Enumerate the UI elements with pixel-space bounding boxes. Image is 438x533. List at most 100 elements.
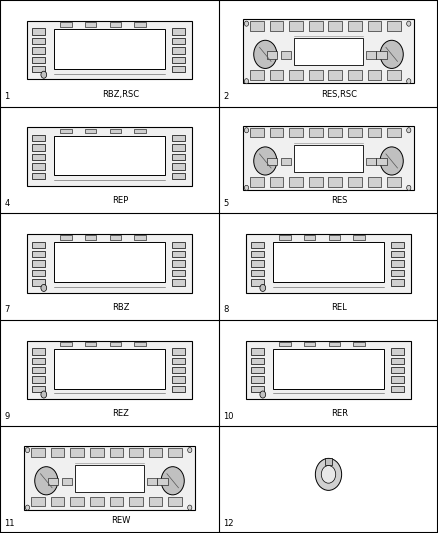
Bar — [110, 22, 121, 27]
Text: 4: 4 — [4, 199, 10, 208]
Circle shape — [260, 391, 266, 398]
Bar — [53, 349, 166, 389]
Bar — [32, 270, 46, 276]
Bar — [251, 241, 265, 248]
Bar — [328, 128, 342, 138]
Bar — [32, 163, 46, 169]
Bar — [75, 465, 144, 491]
Bar — [368, 21, 381, 31]
Bar — [391, 279, 404, 286]
Text: 12: 12 — [223, 519, 234, 528]
Bar — [366, 51, 376, 59]
Text: 11: 11 — [4, 519, 15, 528]
Circle shape — [244, 21, 249, 26]
Bar — [32, 251, 46, 257]
Circle shape — [41, 285, 47, 292]
Bar — [328, 21, 342, 31]
Bar — [32, 66, 46, 72]
Circle shape — [406, 79, 411, 84]
Bar — [348, 21, 362, 31]
Bar — [246, 341, 411, 399]
Circle shape — [380, 41, 403, 68]
Bar — [172, 260, 185, 267]
Bar — [368, 177, 381, 187]
Bar — [129, 497, 143, 506]
Bar — [309, 70, 322, 80]
Bar — [269, 70, 283, 80]
Bar — [269, 21, 283, 31]
Text: RES: RES — [331, 196, 348, 205]
Bar — [304, 235, 315, 240]
Bar — [272, 349, 385, 389]
Bar — [110, 128, 121, 133]
Text: 2: 2 — [223, 92, 229, 101]
Bar — [60, 235, 72, 240]
Bar — [32, 173, 46, 179]
Bar — [348, 128, 362, 138]
Bar — [328, 342, 340, 346]
Bar — [246, 234, 411, 293]
Bar — [328, 235, 340, 240]
Bar — [279, 342, 291, 346]
Bar — [157, 478, 168, 485]
Circle shape — [380, 147, 403, 175]
Bar — [289, 70, 303, 80]
Bar — [172, 241, 185, 248]
Bar — [172, 386, 185, 392]
Bar — [27, 234, 192, 293]
Bar — [32, 241, 46, 248]
Bar — [172, 38, 185, 44]
Bar — [353, 342, 364, 346]
Bar — [32, 376, 46, 383]
Bar — [250, 128, 264, 138]
Bar — [391, 367, 404, 374]
Circle shape — [244, 79, 249, 84]
Bar — [368, 70, 381, 80]
Circle shape — [254, 41, 277, 68]
Bar — [366, 158, 376, 165]
Circle shape — [254, 147, 277, 175]
Bar — [60, 22, 72, 27]
Bar — [32, 38, 46, 44]
Bar — [309, 21, 322, 31]
Bar — [110, 342, 121, 346]
Bar — [388, 70, 401, 80]
Bar — [60, 128, 72, 133]
Bar — [267, 158, 277, 165]
Bar — [251, 367, 265, 374]
Bar — [32, 367, 46, 374]
Bar — [85, 235, 96, 240]
Bar — [250, 70, 264, 80]
Bar — [32, 348, 46, 354]
Bar — [251, 386, 265, 392]
Bar — [250, 21, 264, 31]
Bar — [134, 22, 145, 27]
Text: REZ: REZ — [112, 409, 129, 418]
Bar — [50, 497, 64, 506]
Bar — [31, 497, 45, 506]
Bar — [251, 376, 265, 383]
Bar — [172, 173, 185, 179]
Circle shape — [406, 21, 411, 26]
Bar — [147, 478, 157, 485]
Bar — [368, 128, 381, 138]
Bar — [90, 497, 103, 506]
Text: 8: 8 — [223, 305, 229, 314]
Text: 1: 1 — [4, 92, 10, 101]
Bar — [32, 358, 46, 364]
Bar — [251, 358, 265, 364]
Bar — [24, 446, 195, 510]
Text: RES,RSC: RES,RSC — [321, 90, 357, 99]
Bar — [85, 128, 96, 133]
Circle shape — [406, 128, 411, 133]
Bar — [53, 135, 166, 175]
Bar — [172, 348, 185, 354]
Circle shape — [315, 458, 342, 490]
Bar — [376, 158, 387, 165]
Bar — [391, 270, 404, 276]
Bar — [32, 279, 46, 286]
Bar — [172, 367, 185, 374]
Bar — [328, 70, 342, 80]
Bar — [32, 144, 46, 151]
Bar — [172, 251, 185, 257]
